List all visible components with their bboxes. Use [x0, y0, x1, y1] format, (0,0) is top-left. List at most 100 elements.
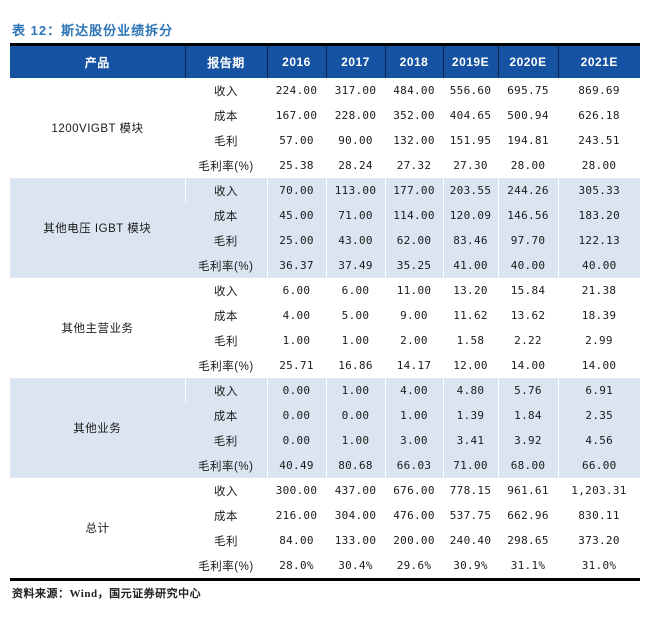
- value-cell: 1.00: [325, 428, 385, 453]
- table-row: 成本 167.00 228.00 352.00 404.65 500.94 626.18: [10, 103, 640, 128]
- table-row: 毛利率(%) 25.71 16.86 14.17 12.00 14.00 14.00: [10, 353, 640, 378]
- table-row: 其他电压 IGBT 模块 收入 70.00 113.00 177.00 203.55 244…: [10, 178, 640, 278]
- value-cell: 1.39: [442, 403, 498, 428]
- metric-label: 毛利率(%): [185, 453, 267, 478]
- product-group-label: 其他主营业务: [10, 278, 185, 378]
- source-note: 资料来源：Wind，国元证券研究中心: [12, 588, 202, 600]
- metric-label: 毛利: [185, 228, 267, 253]
- metric-label: 毛利率(%): [185, 253, 267, 278]
- metric-label: 毛利: [185, 328, 267, 353]
- value-cell: 80.68: [325, 453, 385, 478]
- value-cell: 45.00: [266, 203, 326, 228]
- value-cell: 3.41: [442, 428, 498, 453]
- value-cell: 40.00: [557, 253, 640, 278]
- value-cell: 2.99: [558, 328, 640, 353]
- metric-label: 成本: [185, 403, 267, 428]
- value-cell: 21.38: [558, 278, 640, 303]
- value-cell: 537.75: [443, 503, 498, 528]
- table-row: 成本 4.00 5.00 9.00 11.62 13.62 18.39: [10, 303, 640, 328]
- table-row: 其他业务 收入 0.00 1.00 4.00 4.80 5.76 6.91: [10, 378, 640, 478]
- value-cell: 29.6%: [385, 553, 443, 580]
- value-cell: 305.33: [557, 178, 640, 203]
- col-header-2021e: 2021E: [557, 44, 640, 78]
- table-row: 毛利率(%) 25.38 28.24 27.32 27.30 28.00 28.00: [10, 153, 640, 178]
- metric-label: 毛利率(%): [185, 553, 267, 580]
- value-cell: 4.00: [384, 378, 443, 403]
- value-cell: 1.84: [497, 403, 558, 428]
- value-cell: 9.00: [385, 303, 443, 328]
- value-cell: 437.00: [326, 478, 385, 503]
- value-cell: 28.0%: [267, 553, 326, 580]
- value-cell: 18.39: [558, 303, 640, 328]
- value-cell: 133.00: [326, 528, 385, 553]
- value-cell: 0.00: [266, 403, 326, 428]
- value-cell: 25.38: [267, 153, 326, 178]
- value-cell: 304.00: [326, 503, 385, 528]
- col-header-period: 报告期: [184, 44, 267, 78]
- value-cell: 3.00: [384, 428, 443, 453]
- table-row: 毛利率(%) 36.37 37.49 35.25 41.00 40.00 40.00: [10, 253, 640, 278]
- value-cell: 1,203.31: [558, 478, 640, 503]
- value-cell: 4.00: [267, 303, 326, 328]
- value-cell: 151.95: [443, 128, 498, 153]
- value-cell: 41.00: [442, 253, 498, 278]
- table-row: 毛利 84.00 133.00 200.00 240.40 298.65 373.20: [10, 528, 640, 553]
- value-cell: 500.94: [498, 103, 558, 128]
- value-cell: 869.69: [558, 78, 640, 103]
- metric-label: 收入: [184, 178, 267, 203]
- value-cell: 2.00: [385, 328, 443, 353]
- value-cell: 66.03: [384, 453, 443, 478]
- value-cell: 4.56: [557, 428, 640, 453]
- value-cell: 298.65: [498, 528, 558, 553]
- value-cell: 194.81: [498, 128, 558, 153]
- metric-label: 收入: [185, 278, 267, 303]
- value-cell: 27.32: [385, 153, 443, 178]
- value-cell: 40.49: [266, 453, 326, 478]
- col-header-2016: 2016: [266, 44, 326, 78]
- col-header-2020e: 2020E: [497, 44, 558, 78]
- value-cell: 84.00: [267, 528, 326, 553]
- value-cell: 352.00: [385, 103, 443, 128]
- value-cell: 1.00: [384, 403, 443, 428]
- value-cell: 35.25: [384, 253, 443, 278]
- metric-label: 成本: [185, 103, 267, 128]
- product-group-label: 总计: [10, 478, 185, 580]
- product-group-label: 其他业务: [10, 378, 185, 478]
- value-cell: 11.00: [385, 278, 443, 303]
- value-cell: 28.00: [558, 153, 640, 178]
- value-cell: 676.00: [385, 478, 443, 503]
- value-cell: 177.00: [384, 178, 443, 203]
- value-cell: 40.00: [497, 253, 558, 278]
- value-cell: 25.00: [266, 228, 326, 253]
- value-cell: 70.00: [266, 178, 326, 203]
- metric-label: 成本: [185, 303, 267, 328]
- value-cell: 300.00: [267, 478, 326, 503]
- value-cell: 30.4%: [326, 553, 385, 580]
- value-cell: 778.15: [443, 478, 498, 503]
- value-cell: 961.61: [498, 478, 558, 503]
- value-cell: 37.49: [325, 253, 385, 278]
- table-row: 毛利 25.00 43.00 62.00 83.46 97.70 122.13: [10, 228, 640, 253]
- value-cell: 404.65: [443, 103, 498, 128]
- metric-label: 毛利: [185, 428, 267, 453]
- value-cell: 113.00: [325, 178, 385, 203]
- value-cell: 2.35: [557, 403, 640, 428]
- value-cell: 373.20: [558, 528, 640, 553]
- value-cell: 14.00: [498, 353, 558, 378]
- col-header-2017: 2017: [325, 44, 385, 78]
- product-group-label: 1200VIGBT 模块: [10, 78, 185, 178]
- value-cell: 57.00: [267, 128, 326, 153]
- value-cell: 556.60: [443, 78, 498, 103]
- table-row: 其他主营业务 收入 6.00 6.00 11.00 13.20 15.84 21.38: [10, 278, 640, 378]
- value-cell: 317.00: [326, 78, 385, 103]
- table-row: 1200VIGBT 模块 收入 224.00 317.00 484.00 556.60 69…: [10, 78, 640, 178]
- metric-label: 毛利: [185, 128, 267, 153]
- col-header-2019e: 2019E: [442, 44, 498, 78]
- value-cell: 0.00: [266, 428, 326, 453]
- value-cell: 203.55: [442, 178, 498, 203]
- metric-label: 毛利: [185, 528, 267, 553]
- value-cell: 183.20: [557, 203, 640, 228]
- table-row: 毛利 57.00 90.00 132.00 151.95 194.81 243.51: [10, 128, 640, 153]
- value-cell: 6.00: [326, 278, 385, 303]
